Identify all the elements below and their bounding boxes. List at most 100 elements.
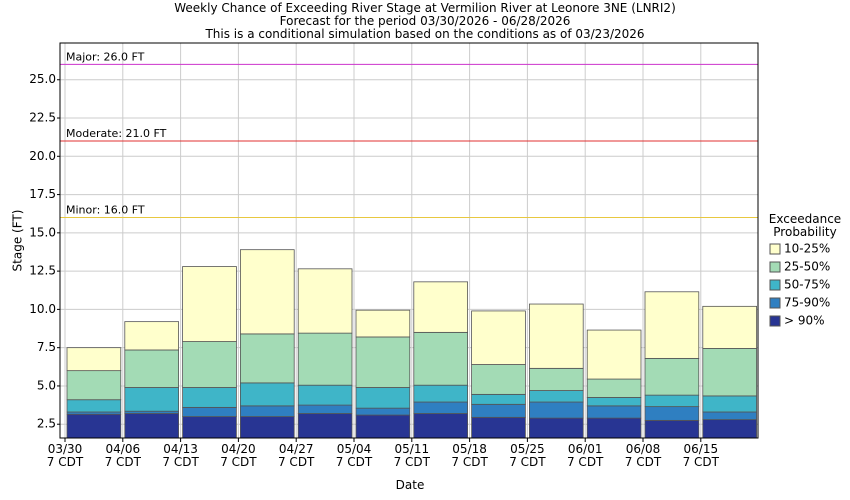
y-tick-label: 7.5 bbox=[37, 340, 56, 354]
y-tick-label: 17.5 bbox=[29, 187, 56, 201]
bar-segment bbox=[586, 329, 642, 380]
bar-segment bbox=[644, 394, 700, 408]
bar-segment bbox=[355, 414, 411, 439]
bar-segment bbox=[239, 249, 295, 335]
bar-segment bbox=[702, 419, 757, 439]
x-tick-label: 05/04 7 CDT bbox=[335, 442, 373, 469]
bar-segment bbox=[702, 411, 757, 421]
x-tick-label: 04/06 7 CDT bbox=[104, 442, 141, 469]
bar-segment bbox=[239, 333, 295, 384]
y-tick-label: 12.5 bbox=[29, 264, 56, 278]
threshold-label: Moderate: 21.0 FT bbox=[66, 127, 167, 140]
bar-segment bbox=[586, 417, 642, 439]
legend-swatch bbox=[769, 243, 781, 255]
legend-title: Exceedance Probability bbox=[768, 212, 842, 239]
chart-subtitle: Forecast for the period 03/30/2026 - 06/… bbox=[279, 14, 571, 28]
y-axis-label: Stage (FT) bbox=[10, 209, 25, 272]
bar-segment bbox=[471, 403, 526, 418]
x-tick-label: 06/01 7 CDT bbox=[566, 442, 604, 469]
legend-label: 10-25% bbox=[784, 242, 830, 256]
bar-segment bbox=[413, 331, 468, 386]
bar-segment bbox=[586, 378, 642, 398]
bar-segment bbox=[529, 367, 584, 391]
bar-segment bbox=[413, 401, 468, 414]
bar-segment bbox=[182, 341, 237, 388]
y-tick-label: 20.0 bbox=[29, 149, 56, 163]
y-tick-label: 25.0 bbox=[29, 72, 56, 86]
bar-segment bbox=[355, 407, 411, 416]
x-tick-label: 06/08 7 CDT bbox=[624, 442, 662, 469]
y-tick-label: 2.5 bbox=[37, 417, 56, 431]
bar-segment bbox=[471, 416, 526, 439]
y-tick-label: 15.0 bbox=[29, 225, 56, 239]
bar-segment bbox=[471, 310, 526, 365]
legend-swatch bbox=[769, 297, 781, 309]
bar-segment bbox=[66, 413, 122, 439]
bar-segment bbox=[644, 291, 700, 359]
bar-segment bbox=[413, 384, 468, 403]
bar-segment bbox=[529, 417, 584, 439]
bar-segment bbox=[239, 382, 295, 407]
bar-segment bbox=[413, 281, 468, 333]
bar-segment bbox=[66, 399, 122, 413]
bar-segment bbox=[297, 268, 353, 334]
bar-segment bbox=[124, 349, 180, 388]
bar-segment bbox=[124, 387, 180, 412]
threshold-label: Major: 26.0 FT bbox=[66, 50, 145, 63]
bar-segment bbox=[182, 416, 237, 439]
bar-segment bbox=[297, 384, 353, 406]
bar-segment bbox=[124, 413, 180, 439]
bar-segment bbox=[471, 393, 526, 405]
legend-label: 75-90% bbox=[784, 296, 830, 310]
bar-segment bbox=[702, 305, 757, 349]
bar-segment bbox=[297, 404, 353, 414]
plot-frame bbox=[59, 42, 759, 439]
bar-segment bbox=[239, 416, 295, 439]
bar-segment bbox=[124, 321, 180, 351]
bar-segment bbox=[471, 364, 526, 395]
bar-segment bbox=[644, 406, 700, 421]
bar-segment bbox=[586, 405, 642, 419]
y-tick-label: 10.0 bbox=[29, 302, 56, 316]
legend-label: 25-50% bbox=[784, 260, 830, 274]
x-tick-label: 05/18 7 CDT bbox=[451, 442, 488, 469]
x-tick-label: 05/11 7 CDT bbox=[393, 442, 430, 469]
bar-segment bbox=[66, 347, 122, 372]
legend-label: 50-75% bbox=[784, 278, 830, 292]
bar-segment bbox=[355, 387, 411, 409]
legend-label: > 90% bbox=[784, 314, 825, 328]
x-tick-label: 05/25 7 CDT bbox=[509, 442, 546, 469]
legend-swatch bbox=[769, 315, 781, 327]
bar-segment bbox=[66, 370, 122, 401]
x-tick-label: 06/15 7 CDT bbox=[682, 442, 719, 469]
bar-segment bbox=[355, 336, 411, 388]
legend-swatch bbox=[769, 279, 781, 291]
bar-segment bbox=[355, 309, 411, 338]
x-tick-label: 03/30 7 CDT bbox=[46, 442, 84, 469]
bar-segment bbox=[529, 401, 584, 419]
bar-segment bbox=[702, 348, 757, 397]
bar-segment bbox=[413, 413, 468, 439]
bar-segment bbox=[239, 405, 295, 417]
chart-title: Weekly Chance of Exceeding River Stage a… bbox=[174, 1, 676, 15]
bar-segment bbox=[297, 332, 353, 386]
bar-segment bbox=[182, 387, 237, 408]
y-tick-label: 22.5 bbox=[29, 111, 56, 125]
bar-segment bbox=[182, 406, 237, 417]
bar-segment bbox=[644, 357, 700, 396]
bar-segment bbox=[529, 390, 584, 403]
x-tick-label: 04/27 7 CDT bbox=[277, 442, 315, 469]
bar-segment bbox=[529, 303, 584, 369]
threshold-label: Minor: 16.0 FT bbox=[66, 204, 145, 217]
legend-swatch bbox=[769, 261, 781, 273]
y-tick-label: 5.0 bbox=[37, 378, 56, 392]
x-tick-label: 04/13 7 CDT bbox=[162, 442, 199, 469]
x-axis-label: Date bbox=[395, 478, 425, 492]
x-tick-label: 04/20 7 CDT bbox=[220, 442, 257, 469]
bar-segment bbox=[702, 395, 757, 413]
bar-segment bbox=[644, 419, 700, 439]
chart-note: This is a conditional simulation based o… bbox=[205, 27, 645, 41]
bar-segment bbox=[586, 397, 642, 407]
